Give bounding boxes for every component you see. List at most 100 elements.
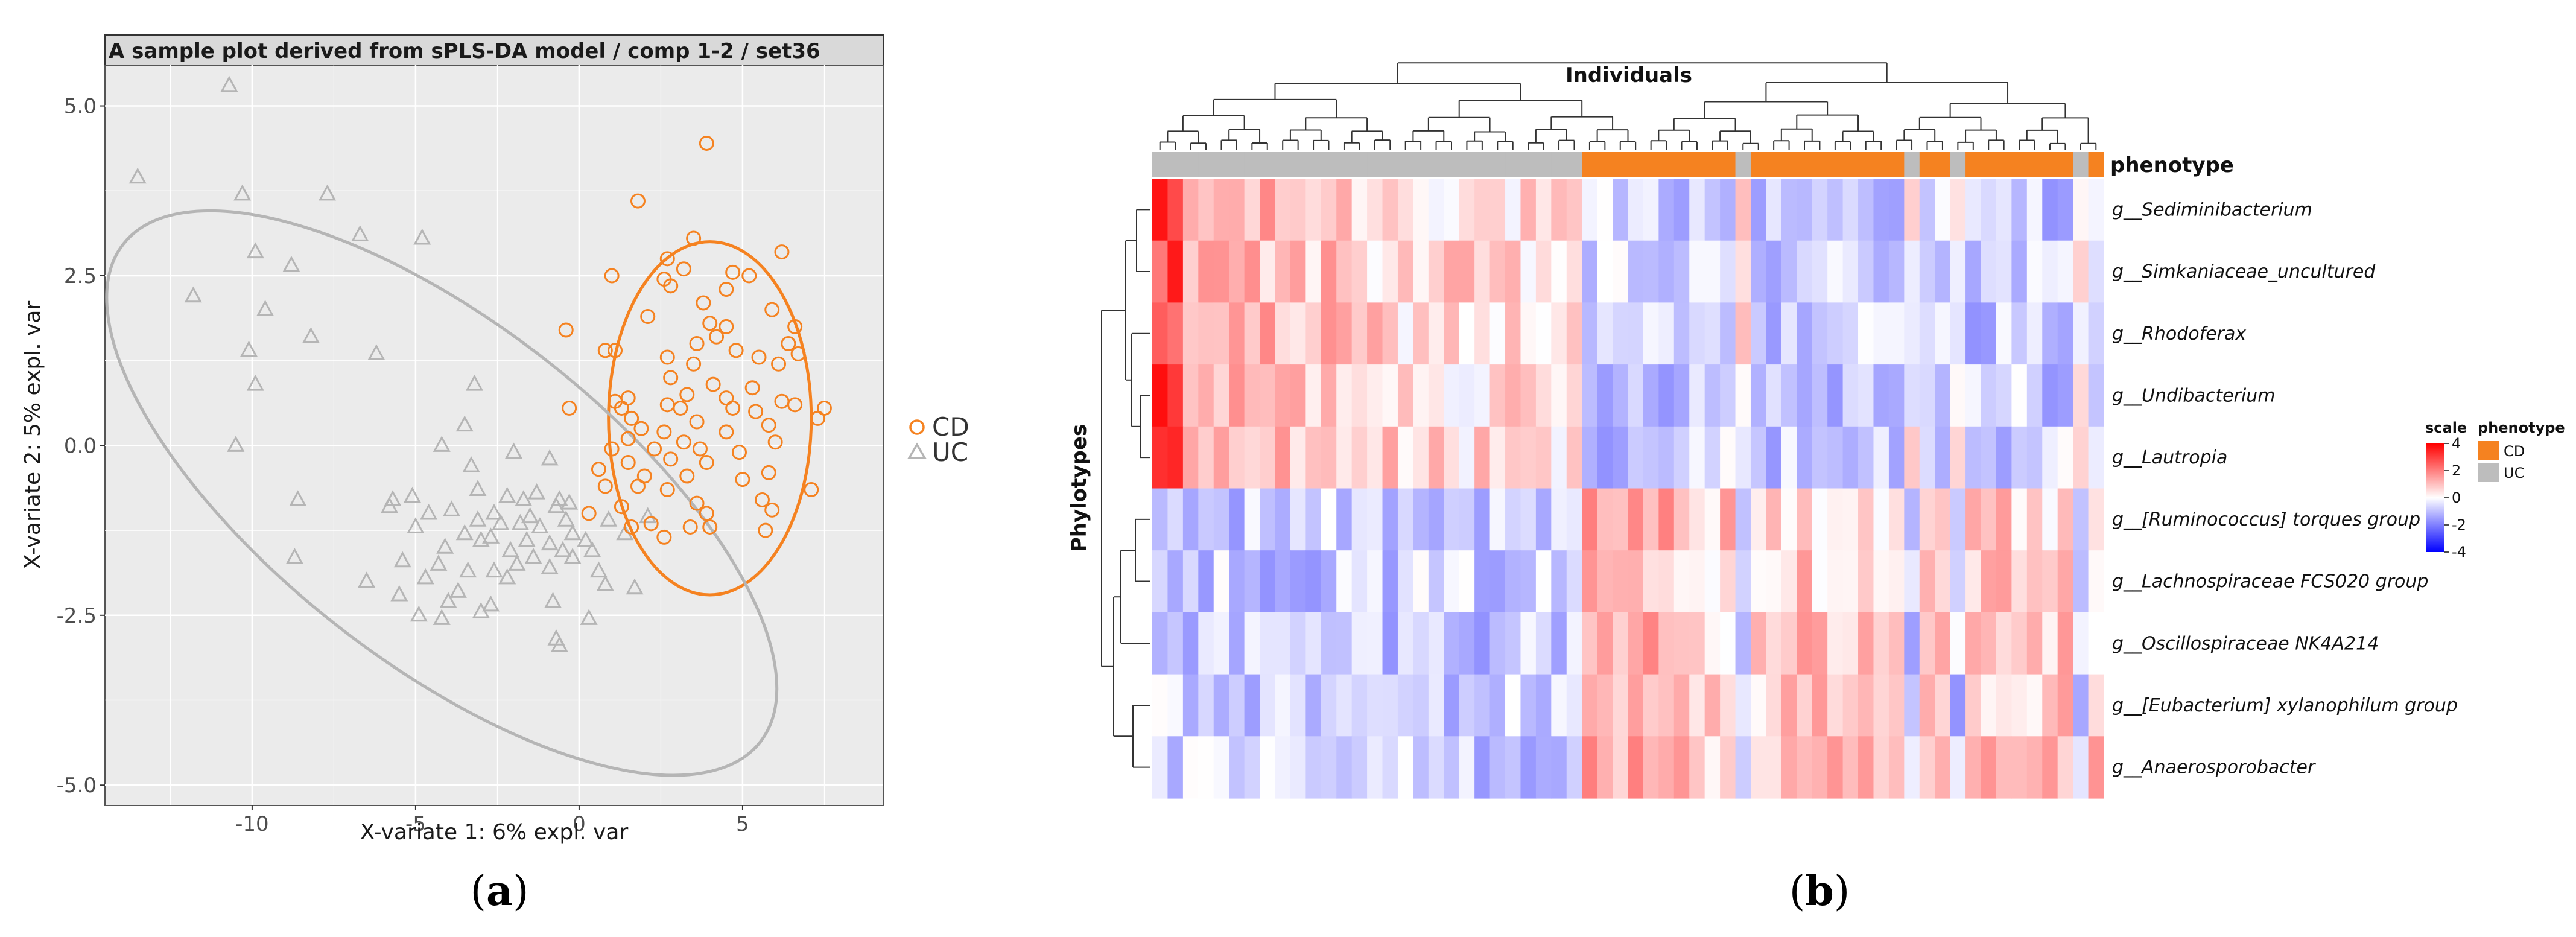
heatmap-cell (1305, 426, 1322, 489)
heatmap-cell (1888, 179, 1905, 241)
heatmap-cell (1444, 736, 1460, 799)
heatmap-cell (1673, 302, 1690, 365)
uc-point (498, 486, 516, 503)
heatmap-cell (2026, 674, 2043, 737)
heatmap-cell (1182, 240, 1199, 303)
phenotype-legend: phenotype CD UC (2478, 419, 2565, 482)
heatmap-cell (1704, 674, 1721, 737)
heatmap-cell (1827, 488, 1844, 551)
heatmap-cell (1720, 612, 1736, 675)
heatmap-cell (1413, 488, 1429, 551)
heatmap-cell (1797, 488, 1813, 551)
heatmap-cell (1551, 179, 1567, 241)
heatmap-cell (1566, 612, 1582, 675)
heatmap-cell (1229, 550, 1245, 613)
heatmap-cell (1704, 550, 1721, 613)
cd-point (771, 356, 787, 372)
y-tick-label: 2.5 (64, 264, 97, 288)
annotation-cell-cd (1812, 152, 1828, 177)
heatmap-cell (1981, 240, 1997, 303)
annotation-cell-cd (1689, 152, 1705, 177)
heatmap-cell (1351, 426, 1368, 489)
heatmap-cell (1582, 302, 1598, 365)
heatmap-cell (1520, 612, 1537, 675)
row-label: g__Simkaniaceae_uncultured (2112, 261, 2376, 282)
cd-point (663, 451, 679, 467)
uc-point (430, 554, 448, 571)
heatmap-cell (1551, 240, 1567, 303)
annotation-cell-cd (1842, 152, 1859, 177)
heatmap-cell (1643, 612, 1659, 675)
heatmap-cell (1520, 488, 1537, 551)
heatmap-cell (1812, 364, 1828, 427)
heatmap-cell (1673, 736, 1690, 799)
y-axis-label: X-variate 2: 5% expl. var (21, 301, 45, 570)
heatmap-cell (1689, 179, 1705, 241)
cd-point (630, 193, 646, 209)
heatmap-cell (1797, 240, 1813, 303)
heatmap-cell (1597, 612, 1613, 675)
heatmap-cell (1290, 426, 1306, 489)
heatmap-cell (2088, 302, 2104, 365)
row-title: Phylotypes (1067, 424, 1091, 552)
annotation-cell-cd (1582, 152, 1598, 177)
row-label: g__Anaerosporobacter (2112, 757, 2316, 778)
heatmap-cell (1489, 736, 1506, 799)
heatmap-cell (1735, 364, 1751, 427)
heatmap-cell (1658, 302, 1675, 365)
y-tick-label: 5.0 (64, 95, 97, 119)
annotation-cell-uc (1198, 152, 1214, 177)
uc-point (319, 184, 337, 201)
heatmap-cell (2011, 179, 2028, 241)
heatmap-cell (1597, 179, 1613, 241)
heatmap-cell (1735, 736, 1751, 799)
annotation-cell-cd (2088, 152, 2104, 177)
heatmap-cell (1474, 550, 1491, 613)
heatmap-cell (1628, 736, 1644, 799)
heatmap-cell (1658, 179, 1675, 241)
annotation-cell-cd (1673, 152, 1690, 177)
heatmap-cell (1367, 736, 1383, 799)
heatmap-cell (1198, 364, 1214, 427)
heatmap-cell (2088, 426, 2104, 489)
heatmap-cell (1873, 736, 1889, 799)
cd-point (630, 478, 646, 494)
heatmap-cell (1489, 179, 1506, 241)
cd-point (689, 414, 705, 430)
heatmap-cell (1689, 488, 1705, 551)
annotation-cell-cd (1965, 152, 1982, 177)
phenotype-legend-cd-label: CD (2504, 443, 2525, 460)
heatmap-cell (1167, 426, 1184, 489)
heatmap-cell (1413, 612, 1429, 675)
heatmap-cell (1950, 302, 1966, 365)
heatmap-cell (1290, 364, 1306, 427)
heatmap-cell (1520, 426, 1537, 489)
uc-point (596, 575, 614, 591)
heatmap-cell (1628, 612, 1644, 675)
heatmap-cell (1213, 488, 1229, 551)
cd-point (754, 492, 770, 507)
uc-point (465, 374, 484, 391)
heatmap-cell (1260, 364, 1276, 427)
heatmap-cell (1597, 426, 1613, 489)
annotation-cell-uc (1351, 152, 1368, 177)
uc-point (482, 595, 500, 612)
heatmap-cell (1950, 179, 1966, 241)
annotation-cell-uc (1229, 152, 1245, 177)
caption-b-open: ( (1789, 868, 1806, 915)
heatmap-cell (2057, 426, 2073, 489)
uc-point (504, 442, 523, 459)
uc-point (583, 541, 601, 557)
heatmap-cell (1244, 736, 1260, 799)
heatmap-cell (1351, 550, 1368, 613)
heatmap-cell (1673, 488, 1690, 551)
uc-point (485, 503, 503, 520)
heatmap-cell (1489, 488, 1506, 551)
heatmap-cell (1827, 240, 1844, 303)
uc-point (413, 228, 431, 245)
cd-point (659, 251, 675, 267)
cd-point (719, 424, 734, 440)
heatmap-cell (1720, 364, 1736, 427)
cd-point (764, 502, 780, 518)
uc-point (518, 530, 536, 547)
